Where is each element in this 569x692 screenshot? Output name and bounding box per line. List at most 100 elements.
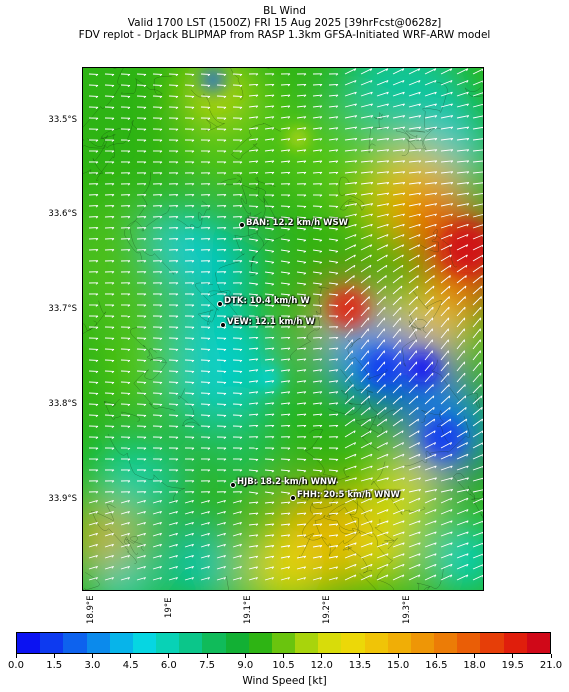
wind-arrow-head: [159, 511, 162, 514]
wind-arrow-head: [464, 285, 467, 289]
wind-map[interactable]: [82, 67, 484, 591]
map-valid-time: Valid 1700 LST (1500Z) FRI 15 Aug 2025 […: [127, 17, 442, 29]
wind-arrow: [232, 543, 242, 548]
wind-arrow-head: [239, 469, 243, 472]
wind-arrow-head: [207, 500, 210, 503]
wind-arrow-head: [335, 501, 339, 505]
wind-arrow-head: [319, 272, 323, 275]
wind-arrow-head: [191, 150, 195, 153]
wind-arrow: [152, 554, 162, 559]
wind-arrow-head: [465, 265, 468, 268]
wind-arrow: [248, 534, 258, 537]
wind-arrow-head: [111, 139, 115, 142]
wind-arrow: [104, 499, 114, 504]
wind-arrow-head: [287, 171, 291, 175]
wind-arrow-head: [239, 393, 243, 396]
wind-arrow-head: [239, 577, 242, 580]
wind-arrow: [264, 105, 274, 108]
wind-arrow: [440, 306, 450, 317]
wind-arrow-head: [127, 425, 131, 428]
wind-arrow: [248, 458, 259, 460]
wind-arrow-head: [319, 492, 323, 495]
wind-arrow: [312, 545, 322, 548]
wind-arrow-head: [418, 453, 421, 457]
wind-arrow-head: [450, 80, 453, 83]
wind-arrow: [376, 115, 389, 119]
wind-arrow: [376, 68, 388, 75]
terrain-contour-line: [107, 433, 185, 504]
wind-arrow: [248, 358, 258, 361]
wind-arrow-head: [111, 447, 115, 450]
wind-arrow: [392, 115, 405, 119]
wind-arrow-head: [319, 577, 322, 580]
wind-arrow: [440, 223, 453, 229]
wind-arrow: [360, 171, 373, 174]
station-marker-hjb[interactable]: [230, 482, 236, 488]
station-marker-vew[interactable]: [220, 322, 226, 328]
wind-arrow-head: [319, 501, 323, 505]
wind-arrow-head: [465, 430, 468, 434]
wind-arrow-head: [370, 542, 373, 546]
wind-arrow-head: [466, 192, 470, 196]
wind-arrow: [472, 171, 483, 174]
wind-arrow: [248, 227, 258, 230]
wind-arrow-head: [335, 481, 339, 484]
wind-arrow: [408, 361, 418, 372]
wind-arrow-head: [402, 138, 406, 141]
wind-arrow: [248, 127, 258, 130]
wind-arrow-head: [450, 520, 453, 524]
wind-arrow-head: [402, 244, 405, 248]
wind-arrow-head: [303, 183, 307, 186]
wind-arrow-head: [175, 249, 179, 252]
wind-arrow-head: [370, 91, 373, 95]
wind-arrow-head: [386, 477, 389, 481]
station-marker-fhh[interactable]: [290, 495, 296, 501]
wind-arrow-head: [450, 160, 454, 163]
colorbar-tick: [435, 654, 437, 658]
wind-arrow: [392, 520, 405, 526]
wind-arrow-head: [481, 275, 483, 279]
wind-arrow-head: [223, 469, 227, 472]
station-marker-ban[interactable]: [239, 222, 245, 228]
wind-arrow: [376, 465, 389, 471]
wind-arrow-head: [127, 293, 131, 296]
wind-arrow-head: [223, 139, 227, 142]
wind-arrow-head: [111, 249, 115, 252]
terrain-contour-line: [83, 572, 100, 590]
colorbar-tick-label: 4.5: [122, 660, 139, 671]
colorbar-swatch: [271, 633, 296, 653]
wind-arrow: [216, 499, 226, 504]
wind-arrow-head: [335, 413, 339, 417]
wind-arrow-head: [143, 271, 147, 274]
colorbar-swatch: [156, 633, 180, 653]
wind-arrow-head: [369, 254, 372, 258]
wind-arrow-head: [239, 522, 242, 525]
wind-arrow: [344, 182, 357, 185]
wind-arrow-head: [175, 172, 179, 175]
wind-arrow: [424, 103, 437, 108]
wind-arrow: [136, 543, 146, 548]
wind-arrow: [200, 510, 210, 515]
wind-arrow-head: [223, 271, 227, 274]
wind-arrow: [312, 238, 322, 241]
colorbar-tick-label: 18.0: [463, 660, 486, 671]
wind-arrow-head: [95, 194, 99, 197]
wind-arrow-head: [354, 542, 357, 546]
wind-arrow-head: [303, 84, 307, 87]
wind-arrow: [424, 213, 437, 218]
wind-arrow-head: [402, 553, 405, 556]
wind-arrow-head: [255, 138, 259, 141]
wind-arrow: [408, 103, 421, 108]
wind-arrow: [280, 271, 290, 274]
wind-arrow-head: [354, 115, 358, 118]
wind-arrow-head: [434, 564, 437, 567]
wind-arrow: [280, 391, 290, 394]
wind-arrow-head: [223, 415, 227, 418]
wind-arrow-head: [287, 315, 291, 318]
wind-arrow-head: [95, 491, 99, 494]
wind-arrow: [344, 465, 357, 471]
wind-arrow: [104, 554, 114, 559]
colorbar-tick: [474, 654, 476, 658]
wind-arrow: [408, 350, 417, 361]
station-marker-dtk[interactable]: [217, 301, 223, 307]
